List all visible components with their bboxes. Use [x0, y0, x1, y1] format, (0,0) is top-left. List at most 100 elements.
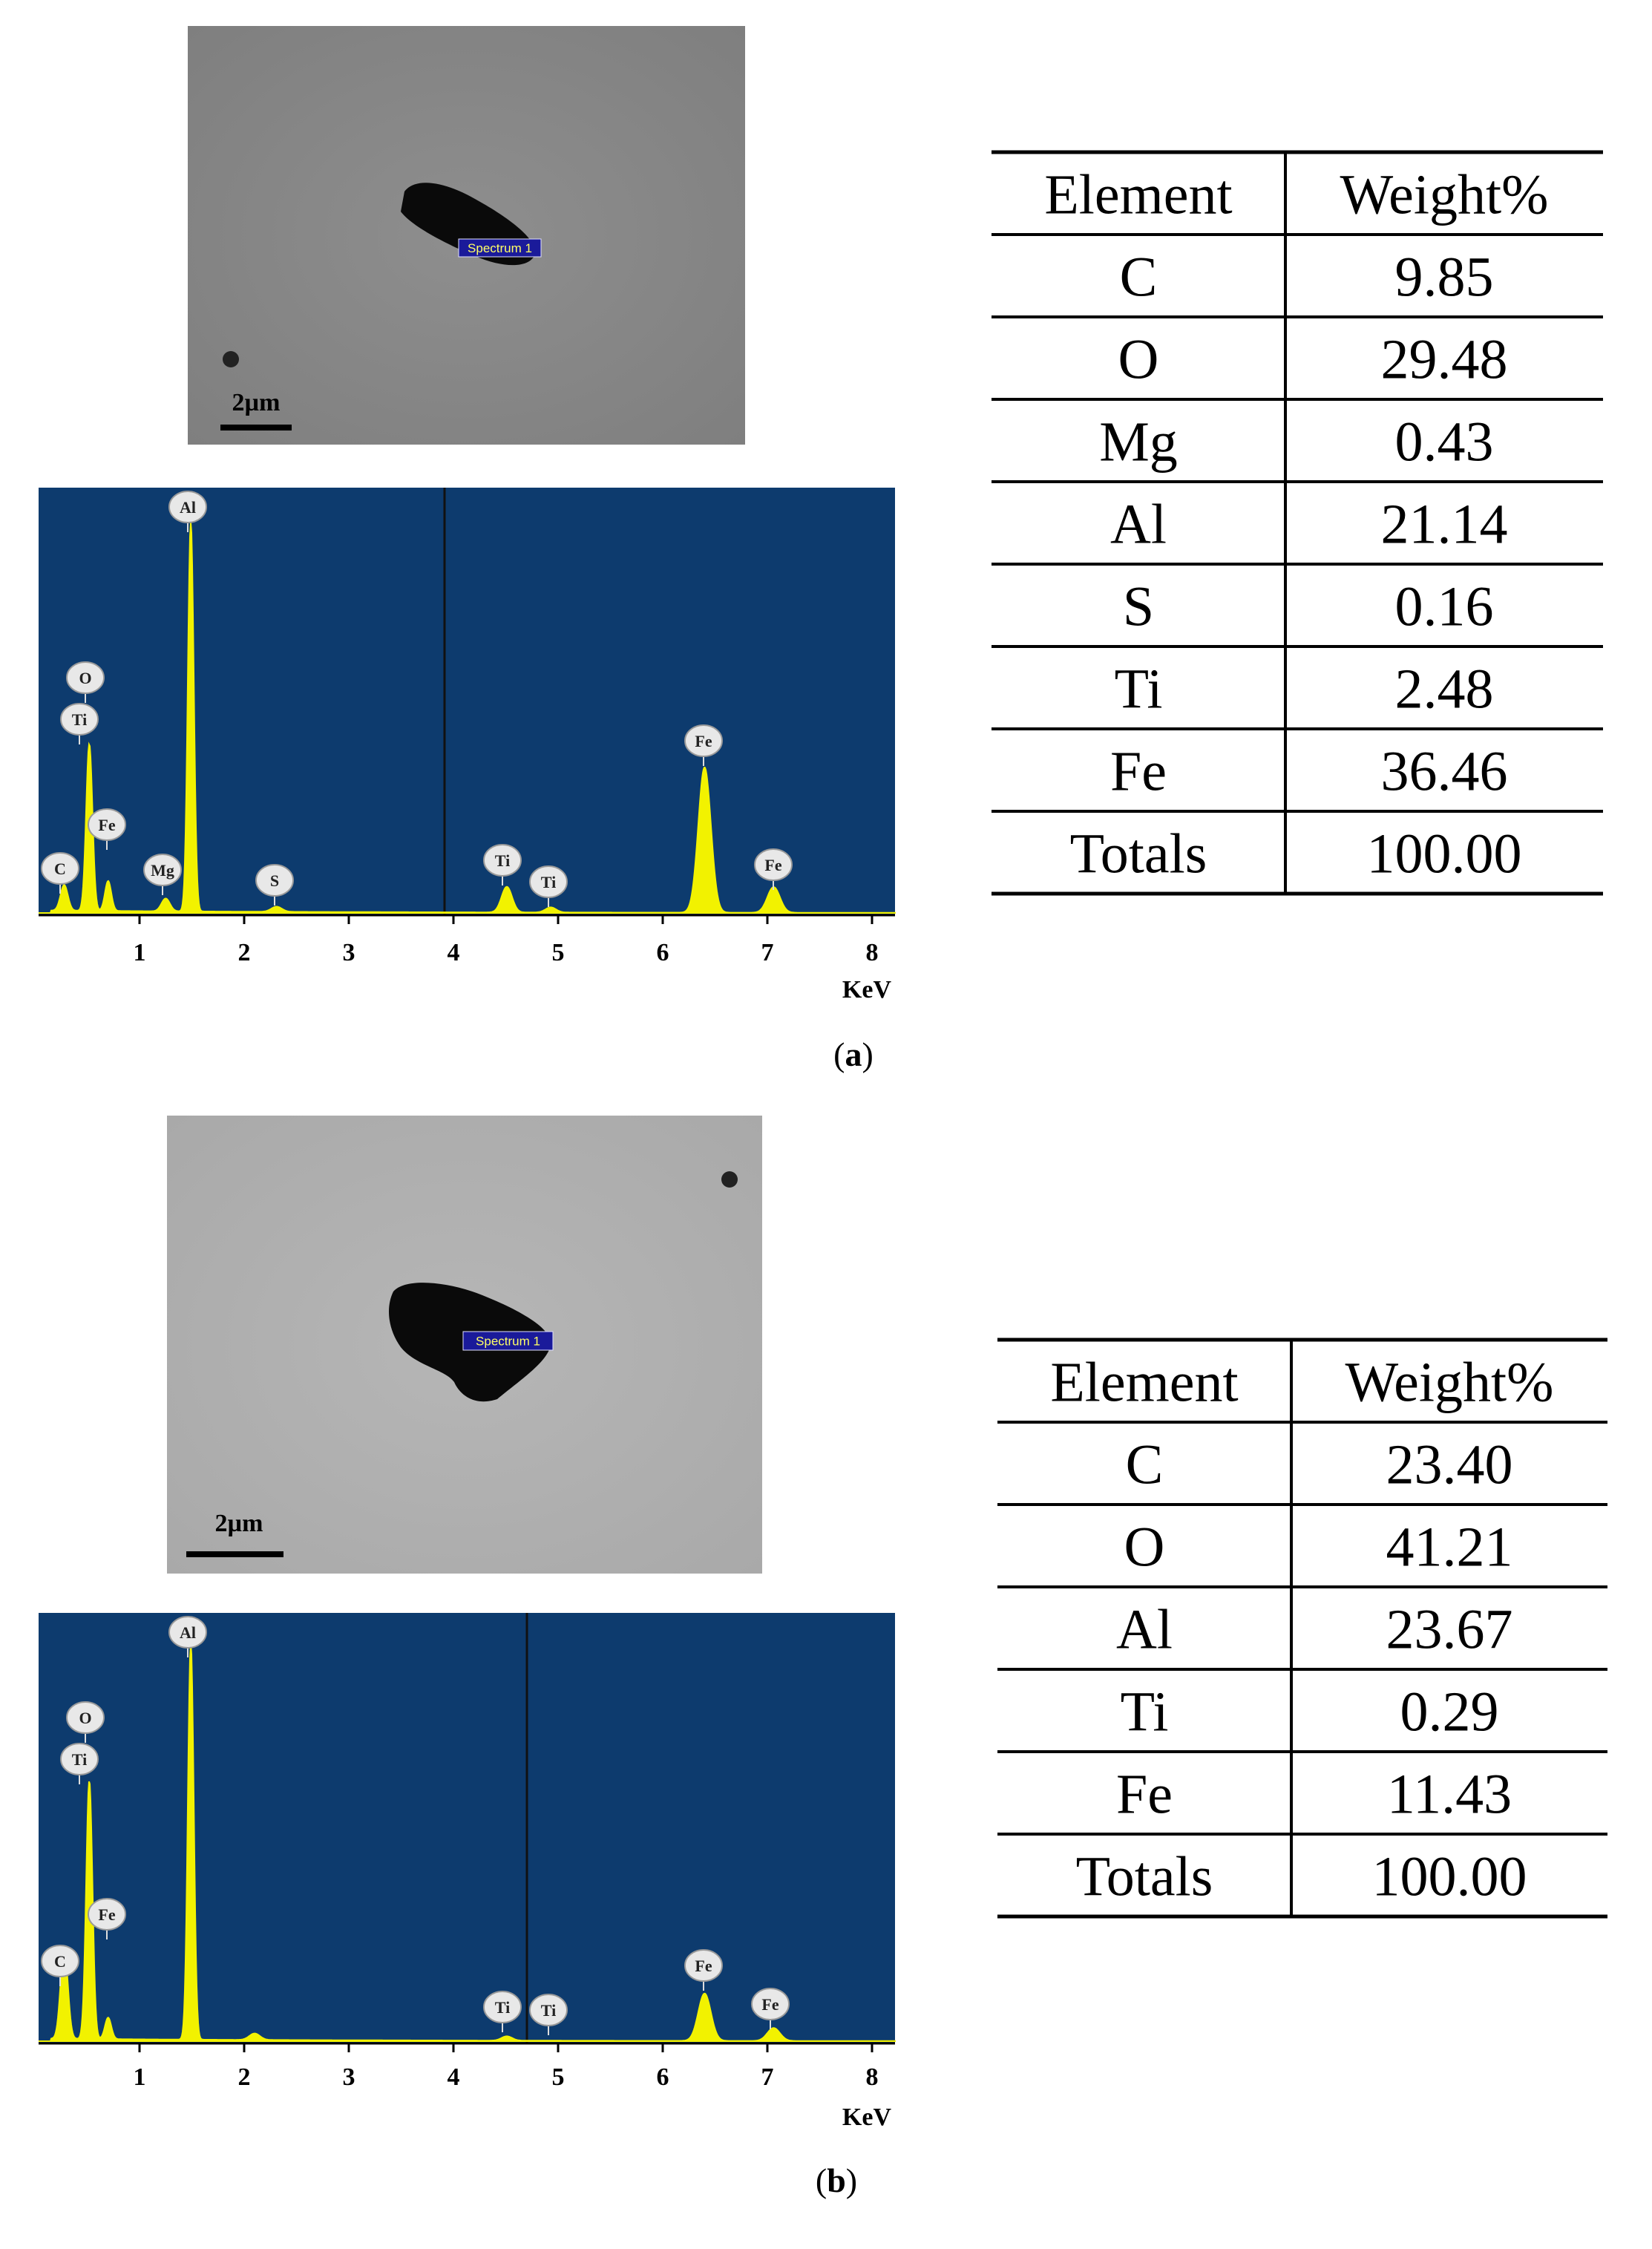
peak-label-badge — [60, 703, 99, 736]
spectrum-marker — [458, 238, 542, 258]
table-cell: 36.46 — [1381, 741, 1508, 803]
table-cell: 0.29 — [1400, 1681, 1499, 1744]
peak-label: C — [54, 860, 66, 878]
peak-label-badge — [751, 1988, 790, 2020]
table-header: Element — [1044, 164, 1232, 226]
x-tick-label: 6 — [657, 939, 669, 966]
spectrum-trace — [39, 522, 896, 914]
peak-label: Fe — [695, 1957, 712, 1975]
peak-label: Ti — [72, 1750, 87, 1769]
peak-label: Ti — [72, 710, 87, 729]
dark-spot — [721, 1171, 738, 1188]
table-header: Element — [1050, 1352, 1238, 1414]
x-tick-label: 7 — [761, 939, 774, 966]
x-tick-label: 4 — [448, 2063, 460, 2091]
spectrum-label: Spectrum 1 — [476, 1335, 540, 1349]
table-header: Weight% — [1345, 1352, 1554, 1414]
table-cell: 2.48 — [1395, 658, 1494, 721]
peak-label-badge — [255, 864, 294, 897]
peak-label-badge — [754, 848, 793, 881]
table-cell: 23.40 — [1386, 1434, 1513, 1496]
peak-label-badge — [66, 1701, 105, 1734]
table-cell: S — [1123, 576, 1154, 638]
table-cell: 11.43 — [1387, 1764, 1512, 1826]
peak-label: Fe — [695, 732, 712, 750]
x-tick-label: 8 — [866, 2063, 879, 2091]
x-tick-label: 1 — [134, 939, 146, 966]
spectrum-label: Spectrum 1 — [468, 241, 532, 255]
table-cell: Al — [1116, 1599, 1173, 1661]
x-tick-label: 3 — [343, 939, 355, 966]
table-cell: 100.00 — [1367, 823, 1522, 885]
peak-label: O — [79, 1709, 91, 1727]
table-cell: Fe — [1116, 1764, 1173, 1826]
table-cell: 41.21 — [1386, 1516, 1513, 1579]
peak-label: Fe — [764, 856, 781, 874]
table-cell: C — [1120, 246, 1158, 309]
table-cell: 9.85 — [1395, 246, 1494, 309]
x-tick-label: 2 — [238, 2063, 251, 2091]
peak-label-badge — [168, 491, 207, 523]
x-tick-label: 3 — [343, 2063, 355, 2091]
peak-label-badge — [684, 724, 723, 757]
peak-label-badge — [483, 844, 522, 877]
table-header: Weight% — [1340, 164, 1549, 226]
table-cell: 23.67 — [1386, 1599, 1513, 1661]
table-cell: Ti — [1115, 658, 1163, 721]
table-cell: 0.16 — [1395, 576, 1494, 638]
peak-label: Ti — [541, 873, 556, 891]
table-cell: 21.14 — [1381, 494, 1508, 556]
table-cell: Al — [1110, 494, 1167, 556]
scale-bar-label: 2µm — [215, 1510, 263, 1537]
peak-label-badge — [41, 852, 79, 885]
table-cell: 100.00 — [1372, 1846, 1527, 1908]
peak-label: Mg — [151, 861, 174, 880]
caption: (a) — [833, 1035, 873, 1073]
peak-label-badge — [60, 1743, 99, 1775]
caption-part: ( — [833, 1035, 845, 1073]
table-cell: O — [1124, 1516, 1165, 1579]
table-cell: Mg — [1099, 411, 1178, 474]
peak-label-badge — [483, 1991, 522, 2023]
peak-label: C — [54, 1952, 66, 1971]
peak-label-badge — [88, 808, 126, 841]
peak-label-badge — [529, 865, 568, 898]
table-cell: 29.48 — [1381, 329, 1508, 391]
peak-label-badge — [41, 1945, 79, 1977]
table-cell: Fe — [1110, 741, 1167, 803]
x-tick-label: 6 — [657, 2063, 669, 2091]
spectrum-background — [39, 488, 895, 915]
table-cell: O — [1118, 329, 1159, 391]
peak-label-badge — [88, 1898, 126, 1931]
table-cell: Totals — [1070, 823, 1207, 885]
peak-label-badge — [684, 1949, 723, 1982]
table-cell: C — [1126, 1434, 1164, 1496]
x-tick-label: 4 — [448, 939, 460, 966]
caption-part: a — [845, 1035, 862, 1073]
peak-label-badge — [168, 1616, 207, 1649]
peak-label: Fe — [98, 1905, 115, 1924]
peak-label: Al — [180, 498, 196, 517]
peak-label-badge — [529, 1994, 568, 2026]
x-tick-label: 7 — [761, 2063, 774, 2091]
peak-label: S — [270, 871, 279, 890]
caption: (b) — [816, 2161, 857, 2199]
dark-spot — [223, 351, 239, 367]
peak-label: Ti — [495, 1998, 510, 2017]
x-axis-unit: KeV — [842, 976, 892, 1004]
x-tick-label: 2 — [238, 939, 251, 966]
peak-label: Fe — [761, 1995, 779, 2014]
peak-label: Al — [180, 1623, 196, 1642]
table-cell: 0.43 — [1395, 411, 1494, 474]
x-axis-unit: KeV — [842, 2104, 892, 2131]
table-cell: Totals — [1076, 1846, 1213, 1908]
caption-part: ( — [816, 2161, 827, 2199]
x-tick-label: 5 — [552, 939, 565, 966]
x-tick-label: 5 — [552, 2063, 565, 2091]
peak-label: Fe — [98, 816, 115, 834]
spectrum-trace — [39, 1643, 896, 2042]
caption-part: b — [827, 2161, 846, 2199]
peak-label-badge — [143, 854, 182, 886]
peak-label-badge — [66, 661, 105, 694]
